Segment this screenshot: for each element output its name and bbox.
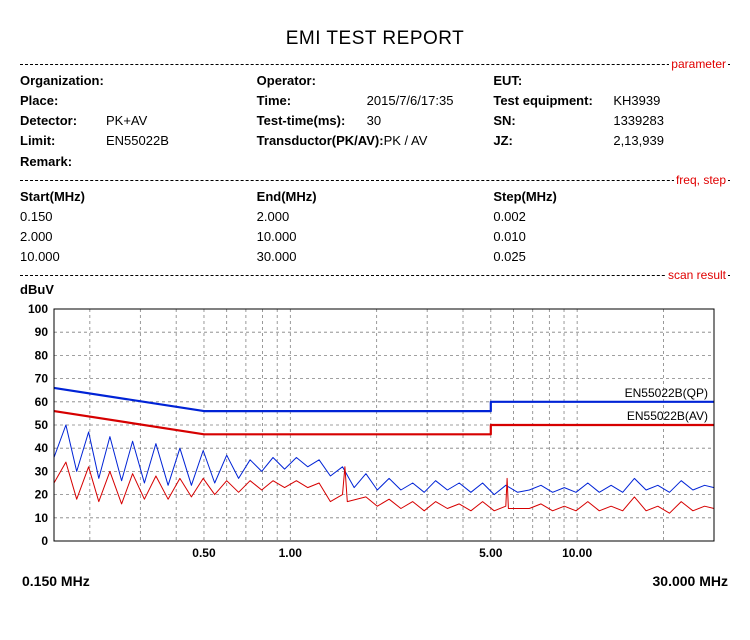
freq-cell: 0.025 (493, 247, 722, 267)
freq-cell: 10.000 (20, 247, 249, 267)
svg-text:60: 60 (35, 395, 49, 409)
freq-cell: 30.000 (257, 247, 486, 267)
svg-text:50: 50 (35, 418, 49, 432)
param-value: EN55022B (106, 131, 169, 151)
svg-text:5.00: 5.00 (479, 546, 503, 560)
parameters-section: Organization:Place:Detector:PK+AVLimit:E… (20, 67, 730, 178)
freq-header: End(MHz) (257, 187, 486, 207)
divider-freq: freq, step (20, 180, 730, 181)
param-label: SN: (493, 111, 613, 131)
params-col-1: Organization:Place:Detector:PK+AVLimit:E… (20, 71, 257, 172)
param-value: 30 (367, 111, 381, 131)
freq-header: Step(MHz) (493, 187, 722, 207)
freq-cell: 0.010 (493, 227, 722, 247)
freq-cell: 10.000 (257, 227, 486, 247)
freq-cell: 2.000 (257, 207, 486, 227)
svg-text:70: 70 (35, 372, 49, 386)
freq-cell: 2.000 (20, 227, 249, 247)
svg-text:90: 90 (35, 325, 49, 339)
divider-parameter: parameter (20, 64, 730, 65)
param-label: Test equipment: (493, 91, 613, 111)
param-label: Organization: (20, 71, 106, 91)
param-label: Remark: (20, 152, 106, 172)
param-label: EUT: (493, 71, 613, 91)
divider-scan-label: scan result (666, 268, 728, 282)
svg-text:EN55022B(QP): EN55022B(QP) (625, 386, 708, 400)
freq-cell: 0.002 (493, 207, 722, 227)
svg-text:20: 20 (35, 488, 49, 502)
param-label: Test-time(ms): (257, 111, 367, 131)
svg-text:10.00: 10.00 (562, 546, 592, 560)
divider-scan: scan result (20, 275, 730, 276)
chart: 0 10 20 30 40 50 60 70 80 90 100 0.50 1.00 5.00 10.00 E… (20, 299, 730, 571)
param-label: Limit: (20, 131, 106, 151)
param-value: PK / AV (384, 131, 428, 151)
freq-header: Start(MHz) (20, 187, 249, 207)
chart-footer: 0.150 MHz 30.000 MHz (20, 571, 730, 589)
param-label: Detector: (20, 111, 106, 131)
svg-text:10: 10 (35, 511, 49, 525)
svg-text:0: 0 (41, 534, 48, 548)
param-label: Operator: (257, 71, 367, 91)
x-range-end: 30.000 MHz (653, 573, 728, 589)
svg-text:EN55022B(AV): EN55022B(AV) (627, 409, 708, 423)
freq-col-end: End(MHz)2.00010.00030.000 (257, 187, 494, 268)
param-label: JZ: (493, 131, 613, 151)
param-label: Place: (20, 91, 106, 111)
params-col-2: Operator:Time:2015/7/6/17:35Test-time(ms… (257, 71, 494, 172)
divider-freq-label: freq, step (674, 173, 728, 187)
param-value: KH3939 (613, 91, 660, 111)
param-value: 1339283 (613, 111, 664, 131)
param-label: Transductor(PK/AV): (257, 131, 384, 151)
svg-text:30: 30 (35, 465, 49, 479)
report-title: EMI TEST REPORT (20, 28, 730, 50)
freq-col-step: Step(MHz)0.0020.0100.025 (493, 187, 730, 268)
freq-table: Start(MHz)0.1502.00010.000 End(MHz)2.000… (20, 183, 730, 274)
param-value: PK+AV (106, 111, 147, 131)
svg-text:100: 100 (28, 302, 48, 316)
svg-text:40: 40 (35, 441, 49, 455)
param-label: Time: (257, 91, 367, 111)
param-value: 2015/7/6/17:35 (367, 91, 454, 111)
y-axis-unit: dBuV (20, 278, 730, 299)
svg-text:80: 80 (35, 349, 49, 363)
svg-text:1.00: 1.00 (279, 546, 303, 560)
chart-svg: 0 10 20 30 40 50 60 70 80 90 100 0.50 1.00 5.00 10.00 E… (20, 301, 720, 571)
param-value: 2,13,939 (613, 131, 664, 151)
divider-parameter-label: parameter (669, 57, 728, 71)
svg-text:0.50: 0.50 (192, 546, 216, 560)
x-range-start: 0.150 MHz (22, 573, 90, 589)
params-col-3: EUT:Test equipment:KH3939SN:1339283JZ:2,… (493, 71, 730, 172)
freq-col-start: Start(MHz)0.1502.00010.000 (20, 187, 257, 268)
freq-cell: 0.150 (20, 207, 249, 227)
